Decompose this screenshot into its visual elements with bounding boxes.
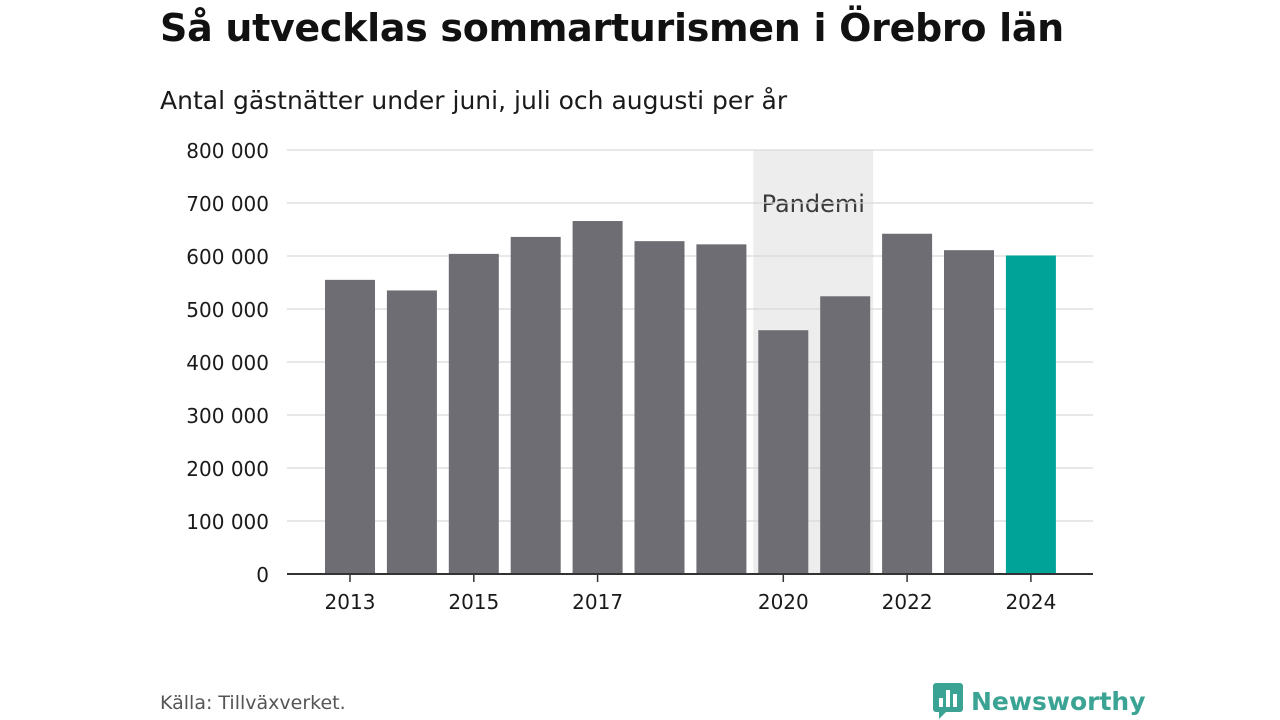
y-tick-label: 200 000	[186, 457, 269, 481]
bar-chart: Pandemi 0 100 000 200 000 300 000 400 000 500…	[186, 139, 1093, 614]
newsworthy-logo-icon	[933, 683, 963, 719]
bar-2020	[758, 330, 809, 574]
chart-subtitle: Antal gästnätter under juni, juli och au…	[160, 86, 788, 115]
y-tick-label: 700 000	[186, 192, 269, 216]
brand-logo[interactable]: Newsworthy	[933, 683, 1146, 719]
chart-title: Så utvecklas sommarturismen i Örebro län	[160, 6, 1064, 50]
bar-2023	[944, 250, 994, 575]
source-note: Källa: Tillväxverket.	[160, 692, 346, 714]
bar-2015	[448, 253, 499, 574]
x-tick-label: 2024	[1005, 590, 1056, 614]
y-tick-label: 400 000	[186, 351, 269, 375]
y-tick-label: 300 000	[186, 404, 269, 428]
bar-2017	[572, 221, 623, 574]
y-tick-label: 500 000	[186, 298, 269, 322]
y-tick-label: 100 000	[186, 510, 269, 534]
pandemic-label: Pandemi	[762, 190, 865, 218]
x-tick-label: 2022	[882, 590, 933, 614]
bar-2013	[325, 279, 375, 574]
x-tick-label: 2020	[758, 590, 809, 614]
y-tick-label: 0	[256, 563, 269, 587]
bar-2022	[882, 233, 933, 575]
brand-name: Newsworthy	[971, 686, 1146, 716]
x-tick-label: 2015	[448, 590, 499, 614]
y-tick-label: 600 000	[186, 245, 269, 269]
bar-2019	[696, 244, 747, 574]
bar-2018	[634, 241, 685, 574]
bar-2016	[510, 236, 561, 575]
bar-2014	[386, 290, 437, 574]
bar-2021	[820, 296, 871, 574]
bar-2024	[1005, 255, 1056, 574]
x-tick-label: 2017	[572, 590, 623, 614]
y-tick-label: 800 000	[186, 139, 269, 163]
x-tick-label: 2013	[325, 590, 376, 614]
